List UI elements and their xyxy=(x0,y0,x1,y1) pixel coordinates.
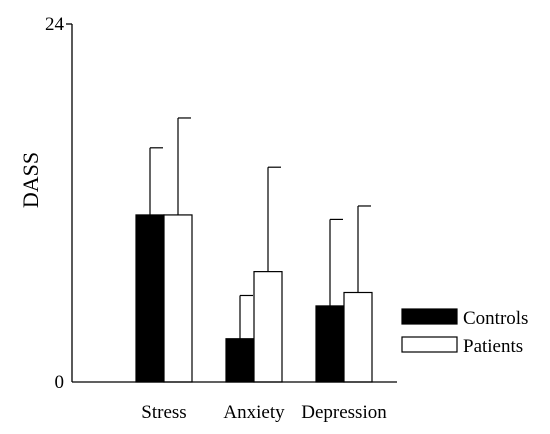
bar-patients-depression xyxy=(343,291,373,383)
bar-controls-stress xyxy=(135,214,165,383)
legend-label-controls: Controls xyxy=(463,308,528,329)
category-label-depression: Depression xyxy=(301,402,387,423)
legend-swatch-patients xyxy=(401,336,458,353)
bars xyxy=(135,214,373,383)
error-bars xyxy=(149,117,371,339)
legend-swatch-controls xyxy=(401,308,458,325)
y-tick-label-24: 24 xyxy=(45,14,65,35)
bar-controls-depression xyxy=(315,305,345,383)
y-tick-label-0: 0 xyxy=(55,372,65,393)
y-axis-label: DASS xyxy=(18,152,43,208)
category-label-anxiety: Anxiety xyxy=(223,402,285,423)
bar-controls-anxiety xyxy=(225,338,255,383)
bar-patients-stress xyxy=(163,214,193,383)
legend: Controls Patients xyxy=(401,308,528,357)
category-labels: Stress Anxiety Depression xyxy=(141,402,387,423)
bar-patients-anxiety xyxy=(253,271,283,383)
legend-label-patients: Patients xyxy=(463,336,523,357)
category-label-stress: Stress xyxy=(141,402,186,423)
